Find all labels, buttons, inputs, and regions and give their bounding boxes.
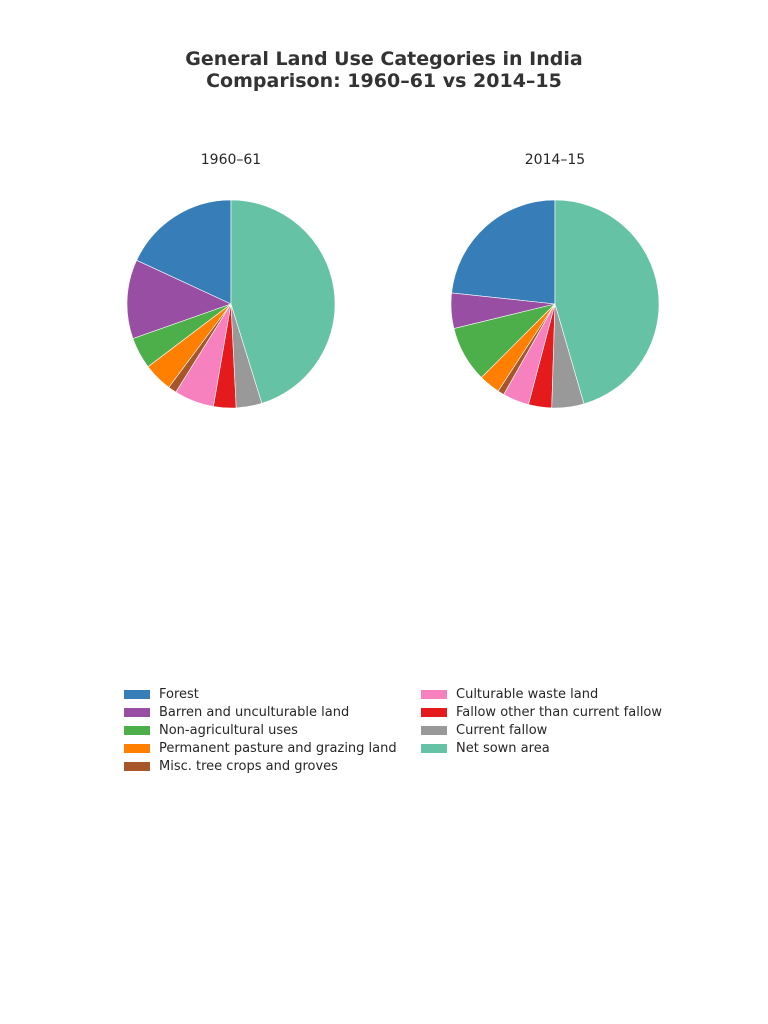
legend-swatch [421,690,447,699]
pie-slice-net-sown-area [554,199,660,405]
legend-swatch [124,744,150,753]
pie-slice-barren-and-unculturable-land [126,259,232,339]
chart-subtitle: Comparison: 1960–61 vs 2014–15 [206,70,562,92]
pie-slice-forest [451,199,556,305]
chart-legend: Forest Barren and unculturable land Non-ag… [124,686,684,786]
legend-label: Current fallow [456,723,548,738]
legend-label: Net sown area [456,741,550,756]
legend-swatch [124,762,150,771]
legend-label: Fallow other than current fallow [456,705,663,720]
legend-swatch [124,690,150,699]
legend-swatch [124,708,150,717]
legend-swatch [421,726,447,735]
pie-title-1960-61: 1960–61 [200,152,262,168]
legend-label: Non-agricultural uses [159,723,298,738]
legend-label: Forest [159,687,199,702]
pie-chart-2014-15 [450,199,660,409]
legend-swatch [421,708,447,717]
pie-chart-1960-61 [126,199,336,409]
legend-label: Barren and unculturable land [159,705,350,720]
chart-title: General Land Use Categories in India [185,48,583,70]
pie-slice-net-sown-area [230,199,336,404]
pie-slice-forest [136,199,232,305]
pie-title-2014-15: 2014–15 [524,152,586,168]
legend-swatch [421,744,447,753]
legend-swatch [124,726,150,735]
legend-label: Permanent pasture and grazing land [159,741,397,756]
legend-label: Culturable waste land [456,687,599,702]
legend-label: Misc. tree crops and groves [159,759,338,774]
